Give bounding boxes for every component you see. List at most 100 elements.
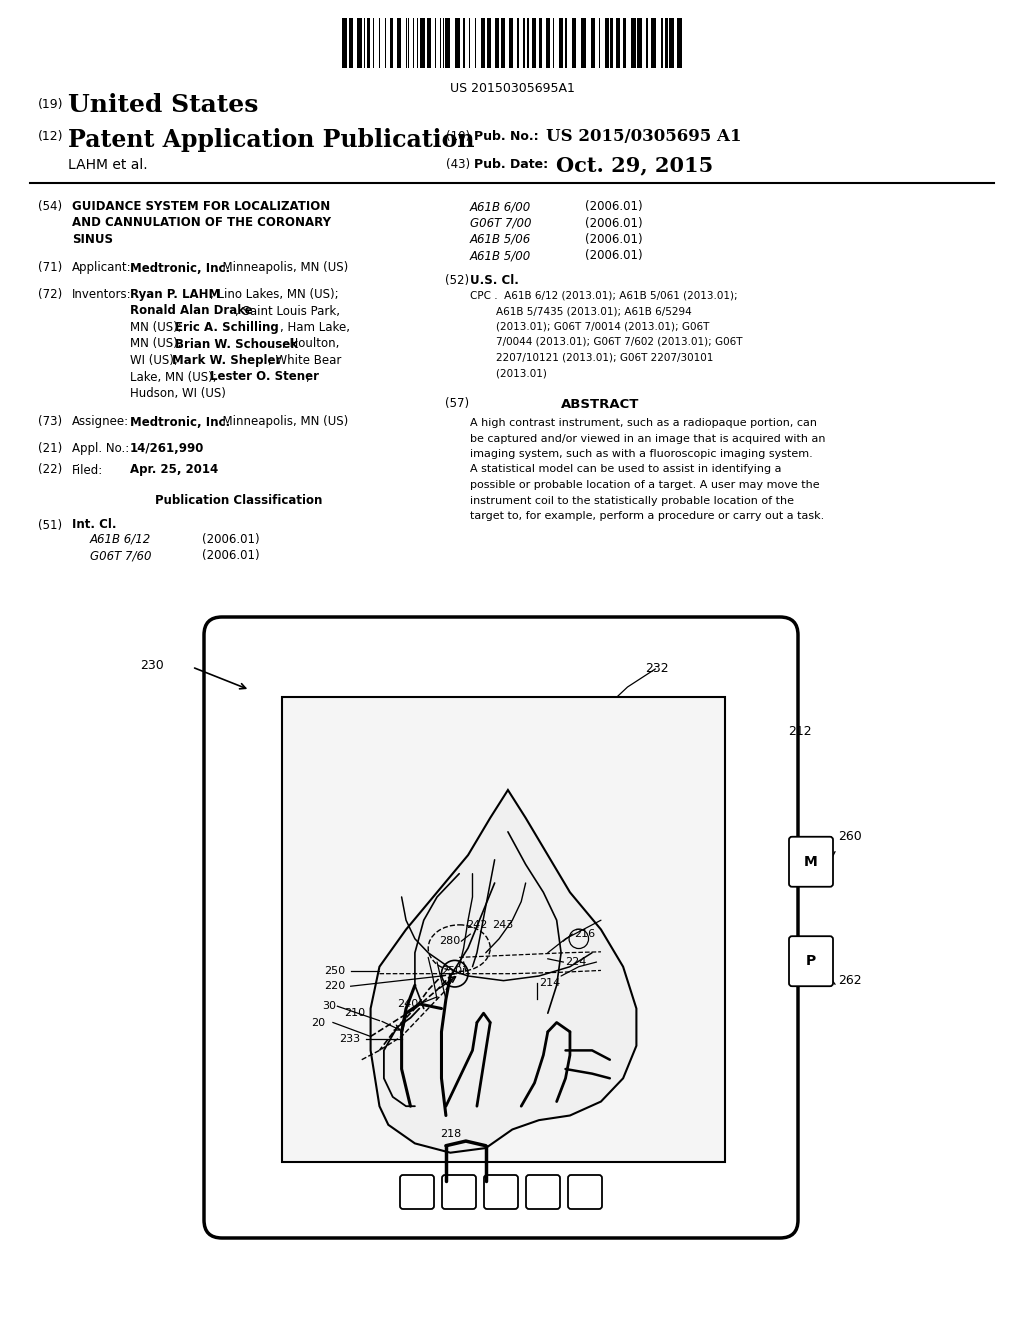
Text: US 20150305695A1: US 20150305695A1: [450, 82, 574, 95]
Polygon shape: [371, 789, 636, 1152]
Text: instrument coil to the statistically probable location of the: instrument coil to the statistically pro…: [470, 495, 794, 506]
Text: , Lino Lakes, MN (US);: , Lino Lakes, MN (US);: [210, 288, 339, 301]
Text: (43): (43): [446, 158, 470, 172]
Text: 218: 218: [439, 1129, 461, 1139]
FancyBboxPatch shape: [790, 837, 833, 887]
Text: AND CANNULATION OF THE CORONARY: AND CANNULATION OF THE CORONARY: [72, 216, 331, 230]
Text: Lake, MN (US);: Lake, MN (US);: [130, 371, 220, 384]
Bar: [559, 18, 563, 69]
Text: (2013.01): (2013.01): [470, 368, 547, 378]
Text: (10): (10): [446, 129, 470, 143]
Text: 262: 262: [838, 974, 861, 987]
Text: ,: ,: [305, 371, 309, 384]
Bar: [445, 18, 450, 69]
Bar: [455, 18, 460, 69]
Text: imaging system, such as with a fluoroscopic imaging system.: imaging system, such as with a fluorosco…: [470, 449, 813, 459]
Text: A high contrast instrument, such as a radiopaque portion, can: A high contrast instrument, such as a ra…: [470, 418, 817, 428]
Text: 216: 216: [574, 929, 596, 939]
Text: A61B 6/12: A61B 6/12: [90, 533, 152, 546]
Text: WI (US);: WI (US);: [130, 354, 181, 367]
FancyBboxPatch shape: [400, 1175, 434, 1209]
Bar: [523, 18, 525, 69]
Text: Eric A. Schilling: Eric A. Schilling: [175, 321, 279, 334]
Text: (2006.01): (2006.01): [585, 249, 643, 263]
Bar: [396, 18, 401, 69]
Text: 210: 210: [344, 1008, 366, 1018]
Bar: [367, 18, 370, 69]
Bar: [481, 18, 484, 69]
Text: GUIDANCE SYSTEM FOR LOCALIZATION: GUIDANCE SYSTEM FOR LOCALIZATION: [72, 201, 331, 213]
Text: , Houlton,: , Houlton,: [282, 338, 339, 351]
Text: (54): (54): [38, 201, 62, 213]
Text: LAHM et al.: LAHM et al.: [68, 158, 147, 172]
Text: CPC .  A61B 6/12 (2013.01); A61B 5/061 (2013.01);: CPC . A61B 6/12 (2013.01); A61B 5/061 (2…: [470, 290, 737, 301]
Text: (57): (57): [445, 397, 469, 411]
Text: (2006.01): (2006.01): [202, 533, 260, 546]
Text: Int. Cl.: Int. Cl.: [72, 519, 117, 532]
Bar: [581, 18, 586, 69]
Bar: [572, 18, 575, 69]
Text: Publication Classification: Publication Classification: [156, 494, 323, 507]
Text: Filed:: Filed:: [72, 463, 103, 477]
Text: M: M: [804, 855, 818, 869]
Text: MN (US);: MN (US);: [130, 338, 185, 351]
Bar: [565, 18, 567, 69]
Bar: [662, 18, 664, 69]
Bar: [669, 18, 674, 69]
Bar: [349, 18, 353, 69]
Text: Pub. Date:: Pub. Date:: [474, 158, 548, 172]
Bar: [420, 18, 425, 69]
Bar: [463, 18, 465, 69]
Bar: [651, 18, 656, 69]
Bar: [427, 18, 431, 69]
Text: 30: 30: [322, 1002, 336, 1011]
Text: A statistical model can be used to assist in identifying a: A statistical model can be used to assis…: [470, 465, 781, 474]
Bar: [609, 18, 612, 69]
Text: , Minneapolis, MN (US): , Minneapolis, MN (US): [215, 416, 348, 429]
Bar: [623, 18, 627, 69]
Text: , Minneapolis, MN (US): , Minneapolis, MN (US): [215, 261, 348, 275]
Text: 220: 220: [324, 981, 345, 991]
Text: (71): (71): [38, 261, 62, 275]
Text: Mark W. Shepler: Mark W. Shepler: [172, 354, 282, 367]
Bar: [486, 18, 490, 69]
Text: Lester O. Stener: Lester O. Stener: [210, 371, 319, 384]
Text: Inventors:: Inventors:: [72, 288, 132, 301]
Text: U.S. Cl.: U.S. Cl.: [470, 275, 519, 286]
Bar: [605, 18, 608, 69]
Text: Patent Application Publication: Patent Application Publication: [68, 128, 474, 152]
Bar: [282, 697, 725, 1162]
Bar: [495, 18, 499, 69]
Text: Brian W. Schousek: Brian W. Schousek: [175, 338, 298, 351]
Text: possible or probable location of a target. A user may move the: possible or probable location of a targe…: [470, 480, 819, 490]
Text: Ronald Alan Drake: Ronald Alan Drake: [130, 305, 253, 318]
Bar: [540, 18, 543, 69]
Bar: [677, 18, 682, 69]
Text: Medtronic, Inc.: Medtronic, Inc.: [130, 416, 230, 429]
Text: Pub. No.:: Pub. No.:: [474, 129, 539, 143]
Text: 7/0044 (2013.01); G06T 7/602 (2013.01); G06T: 7/0044 (2013.01); G06T 7/602 (2013.01); …: [470, 337, 742, 347]
Bar: [532, 18, 537, 69]
Text: SINUS: SINUS: [72, 234, 113, 246]
Text: A61B 5/00: A61B 5/00: [470, 249, 531, 263]
Text: United States: United States: [68, 92, 258, 117]
Text: Appl. No.:: Appl. No.:: [72, 442, 129, 455]
Text: Ryan P. LAHM: Ryan P. LAHM: [130, 288, 220, 301]
Text: 280: 280: [439, 936, 461, 946]
Bar: [637, 18, 642, 69]
Bar: [342, 18, 347, 69]
Text: 250i: 250i: [441, 966, 466, 977]
Text: Medtronic, Inc.: Medtronic, Inc.: [130, 261, 230, 275]
Text: MN (US);: MN (US);: [130, 321, 185, 334]
Text: Applicant:: Applicant:: [72, 261, 132, 275]
Text: , Ham Lake,: , Ham Lake,: [280, 321, 350, 334]
Bar: [666, 18, 668, 69]
Text: 230: 230: [140, 659, 164, 672]
Text: 260: 260: [838, 830, 862, 842]
Text: US 2015/0305695 A1: US 2015/0305695 A1: [546, 128, 741, 145]
FancyBboxPatch shape: [526, 1175, 560, 1209]
Text: Hudson, WI (US): Hudson, WI (US): [130, 387, 226, 400]
Text: G06T 7/00: G06T 7/00: [470, 216, 531, 230]
Text: 240: 240: [397, 999, 419, 1008]
Bar: [527, 18, 529, 69]
